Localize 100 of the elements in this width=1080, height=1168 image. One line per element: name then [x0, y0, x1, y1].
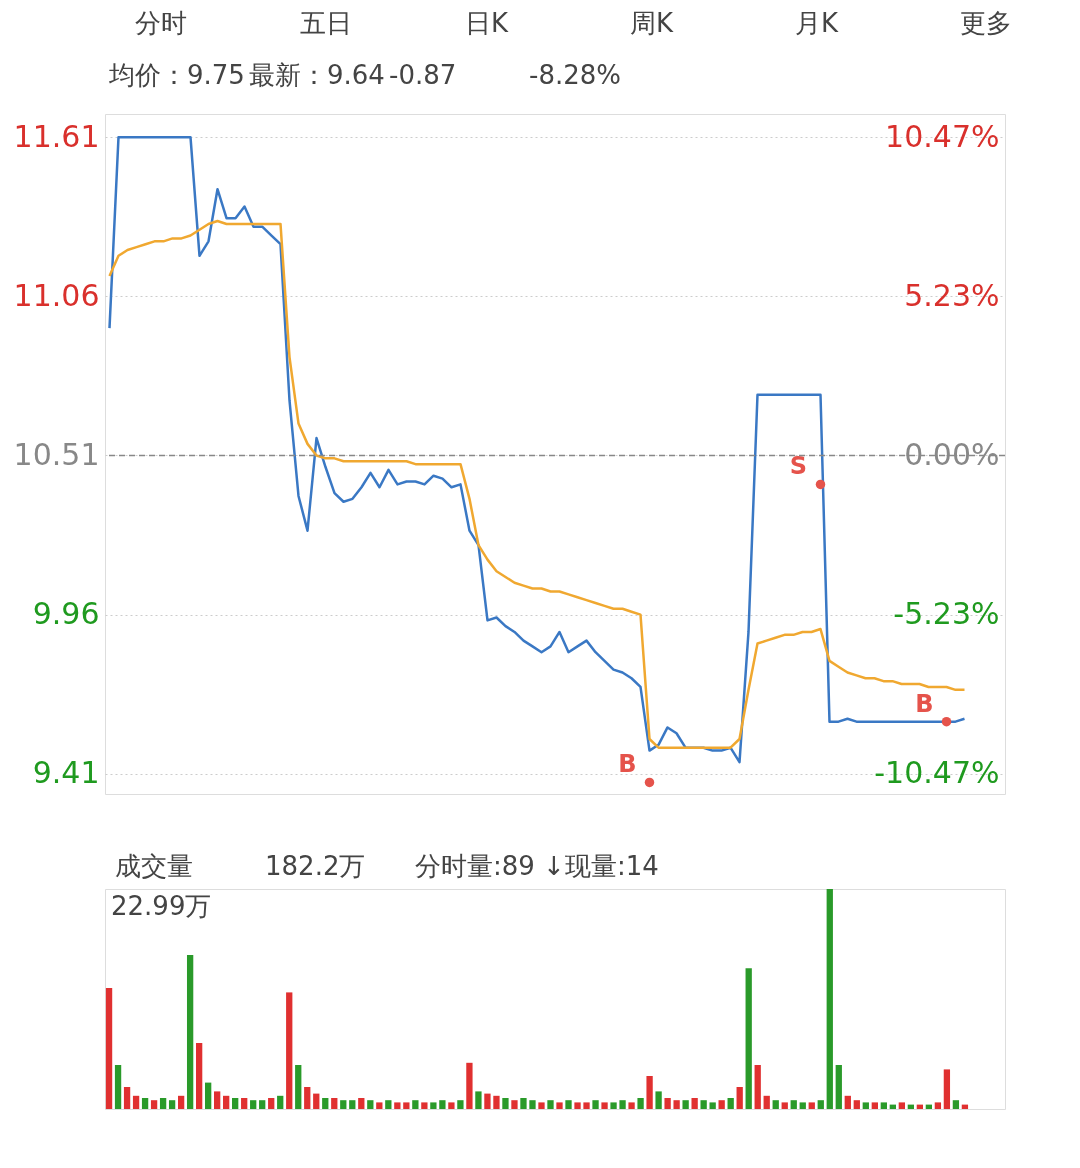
bar [439, 1100, 446, 1109]
bar [763, 1095, 770, 1109]
bar [493, 1095, 500, 1109]
bar [457, 1100, 464, 1109]
text: 日K [465, 8, 509, 38]
bar [105, 988, 113, 1109]
bar [736, 1087, 743, 1109]
text: 现量:14 [565, 851, 659, 881]
bar [880, 1102, 887, 1109]
point [815, 479, 826, 490]
bar [268, 1098, 275, 1109]
data-label: B [618, 750, 637, 779]
text: 成交量 [115, 851, 193, 881]
y-tick-label: 9.96 [32, 596, 100, 632]
bar [628, 1102, 635, 1109]
bar [619, 1100, 626, 1109]
text: 分时量:89 ↓ [415, 851, 565, 881]
bar [484, 1093, 491, 1109]
y2-tick-label: -10.47% [874, 755, 1000, 791]
bar [232, 1098, 239, 1109]
bar [286, 992, 293, 1109]
bar [934, 1102, 942, 1109]
bar [313, 1093, 320, 1109]
y-tick-label: 10.51 [13, 436, 100, 472]
bar [673, 1100, 680, 1109]
bar [547, 1100, 554, 1109]
text: -8.28% [529, 60, 621, 90]
bar [177, 1095, 185, 1109]
data-label: B [915, 689, 934, 718]
bar [583, 1102, 590, 1109]
text: 五日 [300, 8, 352, 38]
bar [250, 1100, 257, 1109]
bar [691, 1098, 698, 1109]
bar [646, 1076, 653, 1109]
bar [511, 1100, 518, 1109]
bar [664, 1098, 671, 1109]
bar [538, 1102, 545, 1109]
bar [754, 1065, 761, 1109]
bar [502, 1098, 509, 1109]
bar [871, 1102, 878, 1109]
bar [727, 1098, 734, 1109]
bar [655, 1091, 662, 1109]
text: -0.87 [389, 60, 457, 90]
bar [808, 1102, 815, 1109]
y-tick-label: 11.06 [13, 277, 100, 313]
bar [412, 1100, 419, 1109]
bar [700, 1100, 707, 1109]
bar [718, 1100, 725, 1109]
bar [205, 1082, 212, 1109]
bar [241, 1098, 248, 1109]
bar [295, 1065, 302, 1109]
bar [259, 1100, 266, 1109]
y2-tick-label: 0.00% [904, 437, 1000, 473]
bar [826, 889, 833, 1109]
y-tick-label: 11.61 [13, 118, 100, 154]
text: 更多 [960, 8, 1012, 38]
bar [637, 1098, 644, 1109]
bar [150, 1100, 158, 1109]
text: 周K [630, 8, 674, 38]
text: 均价：9.75 [108, 60, 245, 90]
bar [466, 1062, 473, 1109]
bar [844, 1095, 851, 1109]
bar [114, 1065, 122, 1109]
bar [781, 1102, 788, 1109]
bar [421, 1102, 428, 1109]
y2-tick-label: 5.23% [904, 277, 1000, 313]
bar [195, 1043, 203, 1109]
bar [898, 1102, 905, 1109]
bar [709, 1102, 716, 1109]
bar [817, 1100, 824, 1109]
bar [448, 1102, 455, 1109]
bar [376, 1102, 383, 1109]
data-label: S [789, 452, 808, 481]
bar [223, 1095, 230, 1109]
bar [277, 1095, 284, 1109]
bar [367, 1100, 374, 1109]
annotation: 22.99万 [111, 891, 212, 921]
point [644, 777, 655, 788]
point [941, 716, 952, 727]
bar [943, 1069, 951, 1109]
bar [475, 1091, 482, 1109]
bar [835, 1065, 842, 1109]
bar [349, 1100, 356, 1109]
bar [952, 1100, 960, 1109]
bar [331, 1098, 338, 1109]
bar [403, 1102, 410, 1109]
bar [132, 1095, 140, 1109]
bar [394, 1102, 401, 1109]
y-tick-label: 9.41 [32, 755, 100, 791]
text: 分时 [135, 8, 187, 38]
bar [556, 1102, 563, 1109]
text: 182.2万 [265, 851, 366, 881]
bar [214, 1091, 221, 1109]
bar [168, 1100, 176, 1109]
text: 最新：9.64 [249, 60, 385, 90]
bar [574, 1102, 581, 1109]
bar [610, 1102, 617, 1109]
bar [565, 1100, 572, 1109]
bar [592, 1100, 599, 1109]
bar [772, 1100, 779, 1109]
